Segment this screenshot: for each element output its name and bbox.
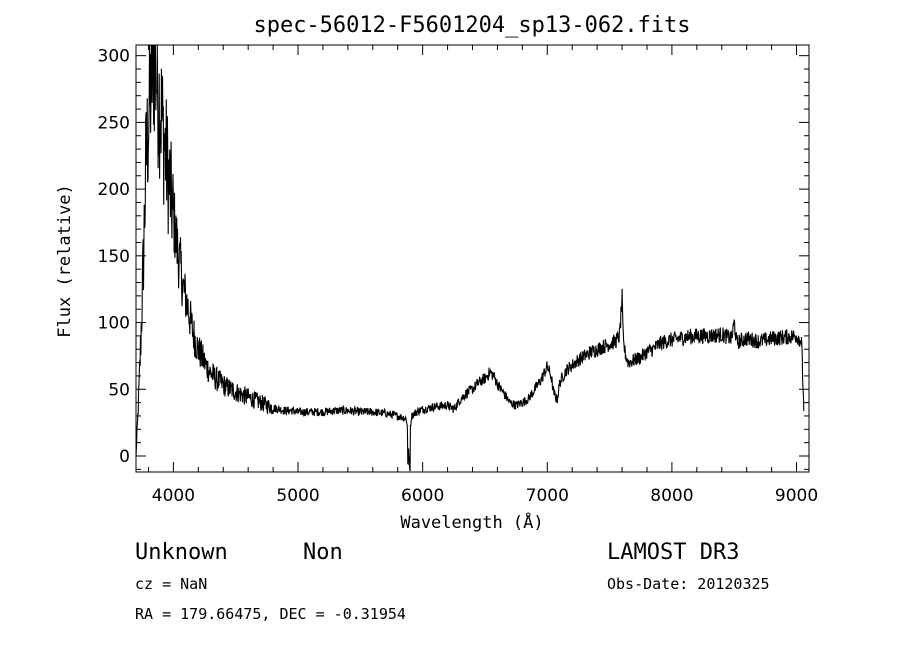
x-tick-label: 5000 bbox=[276, 486, 319, 506]
spectrum-line bbox=[135, 44, 805, 472]
coords-text: RA = 179.66475, DEC = -0.31954 bbox=[135, 605, 406, 623]
x-tick-label: 7000 bbox=[526, 486, 569, 506]
survey-label: LAMOST DR3 bbox=[607, 540, 739, 565]
y-tick-label: 0 bbox=[119, 447, 130, 467]
y-tick-label: 300 bbox=[98, 47, 130, 67]
y-tick-label: 150 bbox=[98, 247, 130, 267]
y-tick-label: 100 bbox=[98, 314, 130, 334]
class-label: Unknown bbox=[135, 540, 228, 565]
x-tick-label: 8000 bbox=[650, 486, 693, 506]
y-axis-label: Flux (relative) bbox=[55, 184, 75, 338]
subclass-label: Non bbox=[303, 540, 343, 565]
y-tick-label: 50 bbox=[108, 380, 130, 400]
plot-frame bbox=[135, 44, 810, 473]
obs-date-text: Obs-Date: 20120325 bbox=[607, 575, 770, 593]
y-tick-label: 200 bbox=[98, 180, 130, 200]
plot-area: 4000 5000 6000 7000 8000 9000 0 50 100 150 200 250 3… bbox=[98, 44, 818, 506]
x-tick-label: 4000 bbox=[152, 486, 195, 506]
x-tick-label: 6000 bbox=[401, 486, 444, 506]
redshift-text: cz = NaN bbox=[135, 575, 207, 593]
chart-title: spec-56012-F5601204_sp13-062.fits bbox=[253, 13, 690, 38]
y-tick-label: 250 bbox=[98, 113, 130, 133]
x-tick-label: 9000 bbox=[775, 486, 818, 506]
x-axis-label: Wavelength (Å) bbox=[400, 511, 543, 533]
